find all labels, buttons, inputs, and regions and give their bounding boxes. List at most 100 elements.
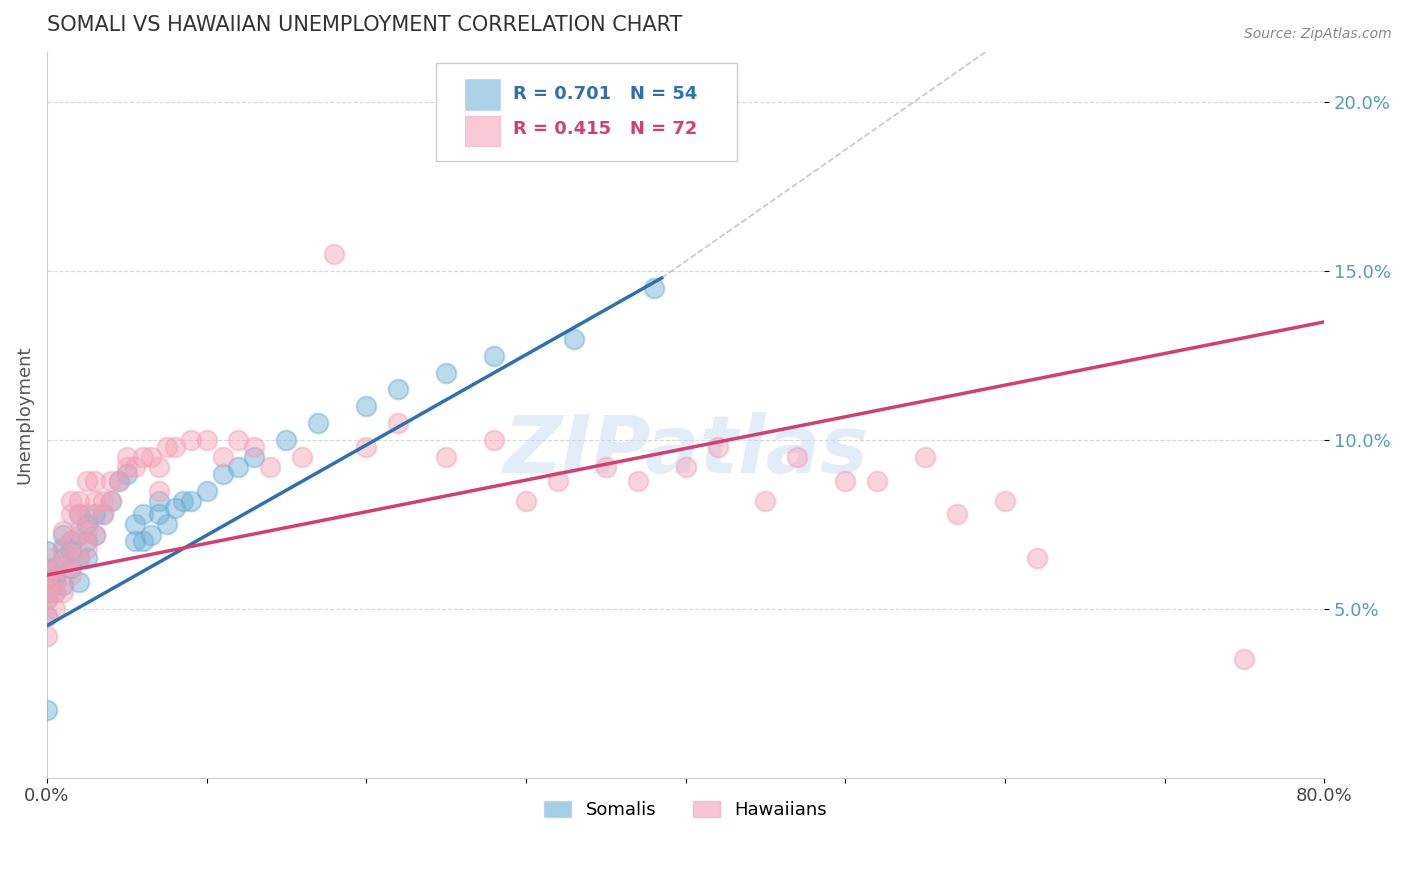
Point xyxy=(387,416,409,430)
Point xyxy=(156,517,179,532)
Point xyxy=(243,450,266,464)
Point xyxy=(148,493,170,508)
Point xyxy=(100,493,122,508)
Point xyxy=(59,493,82,508)
Point xyxy=(52,561,75,575)
Point xyxy=(52,527,75,541)
Point xyxy=(291,450,314,464)
Point xyxy=(172,493,194,508)
Point xyxy=(211,450,233,464)
Point xyxy=(83,474,105,488)
Point xyxy=(35,608,58,623)
Point xyxy=(195,433,218,447)
Point xyxy=(259,460,281,475)
Point xyxy=(131,450,153,464)
Point xyxy=(44,568,66,582)
Point xyxy=(515,493,537,508)
Text: SOMALI VS HAWAIIAN UNEMPLOYMENT CORRELATION CHART: SOMALI VS HAWAIIAN UNEMPLOYMENT CORRELAT… xyxy=(46,15,682,35)
Point xyxy=(354,399,377,413)
FancyBboxPatch shape xyxy=(436,62,737,161)
Point xyxy=(67,574,90,589)
Point xyxy=(59,508,82,522)
Point xyxy=(44,574,66,589)
Point xyxy=(139,527,162,541)
Point xyxy=(59,534,82,549)
Point xyxy=(52,551,75,566)
Text: Source: ZipAtlas.com: Source: ZipAtlas.com xyxy=(1244,27,1392,41)
Point xyxy=(115,467,138,481)
Point xyxy=(131,508,153,522)
Point xyxy=(35,585,58,599)
Point xyxy=(131,534,153,549)
Point xyxy=(627,474,650,488)
Point xyxy=(148,508,170,522)
Point xyxy=(35,561,58,575)
Point xyxy=(76,541,98,555)
Point xyxy=(59,551,82,566)
Point xyxy=(482,349,505,363)
Point xyxy=(35,574,58,589)
Point xyxy=(1233,652,1256,666)
Bar xyxy=(464,79,501,110)
Point xyxy=(91,508,114,522)
Point xyxy=(52,541,75,555)
Point xyxy=(124,517,146,532)
Point xyxy=(91,508,114,522)
Point xyxy=(434,366,457,380)
Point xyxy=(76,517,98,532)
Point xyxy=(44,601,66,615)
Point xyxy=(100,474,122,488)
Point xyxy=(643,281,665,295)
Point xyxy=(228,433,250,447)
Point xyxy=(52,585,75,599)
Text: ZIPatlas: ZIPatlas xyxy=(503,412,868,490)
Point xyxy=(35,591,58,606)
Point xyxy=(211,467,233,481)
Point xyxy=(866,474,889,488)
Point xyxy=(67,551,90,566)
Point xyxy=(124,534,146,549)
Point xyxy=(834,474,856,488)
Point xyxy=(59,534,82,549)
Point xyxy=(115,460,138,475)
Point xyxy=(76,524,98,538)
Point xyxy=(354,440,377,454)
Point xyxy=(706,440,728,454)
Point xyxy=(35,585,58,599)
Point xyxy=(276,433,298,447)
Point xyxy=(482,433,505,447)
Point xyxy=(107,474,129,488)
Point xyxy=(100,493,122,508)
Point xyxy=(76,534,98,549)
Point xyxy=(35,703,58,717)
Point xyxy=(67,551,90,566)
Point xyxy=(83,527,105,541)
Point xyxy=(52,524,75,538)
Point xyxy=(67,493,90,508)
Point xyxy=(307,416,329,430)
Point xyxy=(387,383,409,397)
Point xyxy=(1025,551,1047,566)
Point xyxy=(59,544,82,558)
Point xyxy=(76,508,98,522)
Point xyxy=(562,332,585,346)
Point xyxy=(83,508,105,522)
Point xyxy=(76,474,98,488)
Point xyxy=(35,591,58,606)
Point xyxy=(35,568,58,582)
Point xyxy=(44,585,66,599)
Text: R = 0.701   N = 54: R = 0.701 N = 54 xyxy=(513,85,697,103)
Point xyxy=(67,524,90,538)
Point xyxy=(180,433,202,447)
Point xyxy=(163,440,186,454)
Point xyxy=(59,561,82,575)
Point xyxy=(115,450,138,464)
Point xyxy=(35,551,58,566)
Point xyxy=(195,483,218,498)
Point xyxy=(44,585,66,599)
Point xyxy=(434,450,457,464)
Point xyxy=(35,574,58,589)
Point xyxy=(156,440,179,454)
Point xyxy=(52,541,75,555)
Point xyxy=(107,474,129,488)
